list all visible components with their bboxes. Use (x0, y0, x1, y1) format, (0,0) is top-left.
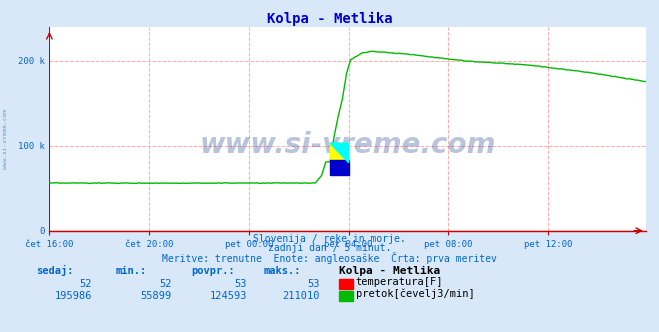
Text: 52: 52 (159, 279, 171, 289)
Text: zadnji dan / 5 minut.: zadnji dan / 5 minut. (268, 243, 391, 253)
Text: 195986: 195986 (55, 291, 92, 301)
Text: 53: 53 (307, 279, 320, 289)
Bar (330, 143, 349, 163)
Text: Slovenija / reke in morje.: Slovenija / reke in morje. (253, 234, 406, 244)
Text: www.si-vreme.com: www.si-vreme.com (200, 131, 496, 159)
Bar (330, 160, 349, 175)
Text: povpr.:: povpr.: (191, 266, 235, 276)
Text: 124593: 124593 (210, 291, 247, 301)
Text: temperatura[F]: temperatura[F] (356, 277, 444, 287)
Text: 211010: 211010 (282, 291, 320, 301)
Text: sedaj:: sedaj: (36, 265, 74, 276)
Text: pretok[čevelj3/min]: pretok[čevelj3/min] (356, 289, 474, 299)
Text: 55899: 55899 (140, 291, 171, 301)
Text: 52: 52 (80, 279, 92, 289)
Text: Kolpa - Metlika: Kolpa - Metlika (267, 12, 392, 26)
Text: maks.:: maks.: (264, 266, 301, 276)
Text: Kolpa - Metlika: Kolpa - Metlika (339, 266, 441, 276)
Polygon shape (330, 143, 349, 163)
Text: Meritve: trenutne  Enote: angleosaške  Črta: prva meritev: Meritve: trenutne Enote: angleosaške Črt… (162, 252, 497, 264)
Text: 53: 53 (235, 279, 247, 289)
Text: www.si-vreme.com: www.si-vreme.com (3, 110, 8, 169)
Text: min.:: min.: (115, 266, 146, 276)
